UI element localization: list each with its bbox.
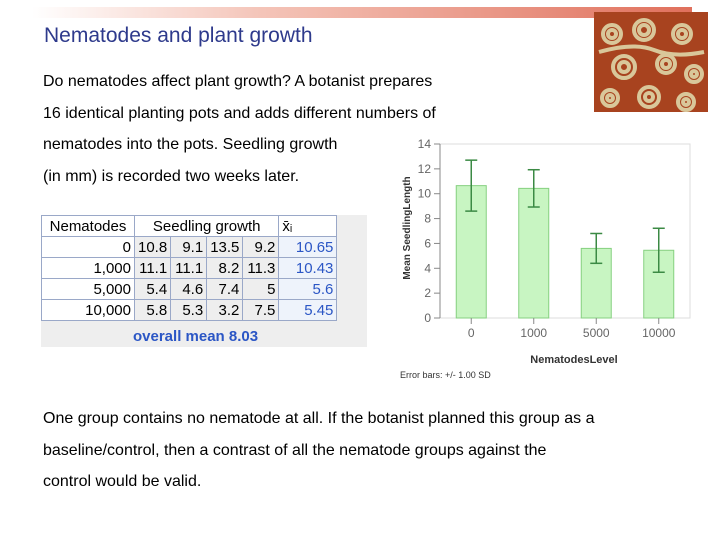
x-tick-label: 0 — [468, 326, 475, 340]
cell-growth: 5.8 — [133, 299, 172, 321]
table-row: 0 10.8 9.1 13.5 9.2 10.65 — [41, 236, 338, 258]
header-mean: x̄ᵢ — [278, 215, 338, 237]
cell-growth: 3.2 — [206, 299, 244, 321]
cell-nematodes: 10,000 — [41, 299, 135, 321]
bar — [518, 187, 550, 319]
cell-mean: 10.43 — [278, 257, 338, 279]
cell-nematodes: 1,000 — [41, 257, 135, 279]
intro-line: 16 identical planting pots and adds diff… — [43, 104, 436, 122]
table-header-row: Nematodes Seedling growth x̄ᵢ — [41, 215, 338, 237]
cell-growth: 4.6 — [170, 278, 208, 300]
cell-mean: 5.6 — [278, 278, 338, 300]
cell-growth: 13.5 — [206, 236, 244, 258]
outro-line: One group contains no nematode at all. I… — [43, 410, 595, 427]
cell-nematodes: 0 — [41, 236, 135, 258]
header-nematodes: Nematodes — [41, 215, 135, 237]
x-tick-label: 5000 — [583, 326, 610, 340]
cell-growth: 11.1 — [133, 257, 172, 279]
y-tick-label: 14 — [418, 137, 432, 151]
x-tick-label: 1000 — [520, 326, 547, 340]
cell-growth: 7.5 — [242, 299, 280, 321]
cell-growth: 11.3 — [242, 257, 280, 279]
nematode-photo — [594, 12, 708, 112]
growth-table-panel: Nematodes Seedling growth x̄ᵢ 0 10.8 9.1… — [41, 215, 367, 347]
y-tick-label: 0 — [424, 311, 431, 325]
title-accent-bar — [32, 7, 692, 18]
cell-growth: 9.1 — [170, 236, 208, 258]
cell-nematodes: 5,000 — [41, 278, 135, 300]
cell-growth: 11.1 — [170, 257, 208, 279]
outro-line: control would be valid. — [43, 473, 202, 490]
cell-growth: 10.8 — [133, 236, 172, 258]
cell-growth: 5 — [242, 278, 280, 300]
x-tick-label: 10000 — [642, 326, 676, 340]
header-growth: Seedling growth — [133, 215, 280, 237]
cell-growth: 8.2 — [206, 257, 244, 279]
cell-growth: 9.2 — [242, 236, 280, 258]
table-row: 5,000 5.4 4.6 7.4 5 5.6 — [41, 278, 338, 300]
outro-line: baseline/control, then a contrast of all… — [43, 441, 547, 459]
error-bar-note: Error bars: +/- 1.00 SD — [400, 370, 491, 380]
cell-mean: 10.65 — [278, 236, 338, 258]
growth-table: Nematodes Seedling growth x̄ᵢ 0 10.8 9.1… — [41, 215, 338, 321]
bar-chart: 0 2 4 6 8 10 12 14 0 1000 5000 10000 Mean SeedlingL… — [396, 130, 696, 385]
cell-growth: 5.4 — [133, 278, 172, 300]
table-row: 10,000 5.8 5.3 3.2 7.5 5.45 — [41, 299, 338, 321]
cell-growth: 5.3 — [170, 299, 208, 321]
cell-growth: 7.4 — [206, 278, 244, 300]
intro-line: nematodes into the pots. Seedling growth — [43, 136, 338, 154]
y-tick-label: 12 — [418, 162, 432, 176]
outro-text: One group contains no nematode at all. I… — [43, 403, 693, 498]
nematode-photo-illustration — [594, 12, 708, 112]
bar-chart-svg: 0 2 4 6 8 10 12 14 0 1000 5000 10000 Mean SeedlingL… — [400, 137, 691, 380]
intro-line: Do nematodes affect plant growth? A bota… — [43, 73, 433, 90]
intro-line: (in mm) is recorded two weeks later. — [43, 168, 300, 186]
table-row: 1,000 11.1 11.1 8.2 11.3 10.43 — [41, 257, 338, 279]
y-tick-label: 4 — [424, 261, 431, 275]
y-tick-label: 8 — [424, 212, 431, 226]
y-tick-label: 6 — [424, 236, 431, 250]
cell-mean: 5.45 — [278, 299, 338, 321]
slide-title: Nematodes and plant growth — [44, 24, 313, 47]
intro-text: Do nematodes affect plant growth? A bota… — [43, 66, 503, 193]
overall-mean: overall mean 8.03 — [133, 328, 259, 345]
y-axis-label: Mean SeedlingLength — [402, 176, 413, 279]
y-tick-label: 10 — [418, 187, 432, 201]
x-axis-label: NematodesLevel — [530, 354, 617, 366]
y-tick-label: 2 — [424, 286, 431, 300]
